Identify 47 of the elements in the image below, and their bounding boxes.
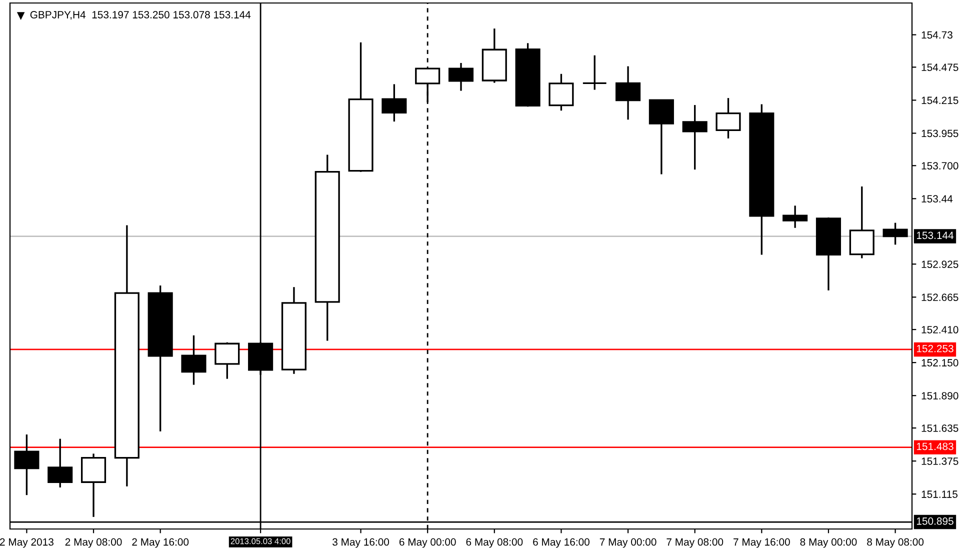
y-tick-label: 152.665 <box>922 294 958 302</box>
y-tick-label: 152.150 <box>922 359 958 366</box>
y-tick-label: 151.635 <box>922 424 958 432</box>
candlestick <box>382 83 407 122</box>
x-tick-label: 3 May 16:00 <box>332 538 390 548</box>
candlestick <box>448 62 474 92</box>
candlestick <box>14 434 40 496</box>
candlestick <box>882 222 908 246</box>
y-tick-label: 153.955 <box>922 130 958 138</box>
y-tick-label: 152.410 <box>922 326 958 334</box>
x-tick-label: 2 May 16:00 <box>132 538 189 548</box>
candlestick <box>648 99 674 176</box>
x-tick-label: 8 May 08:00 <box>867 538 924 548</box>
candlestick <box>616 65 641 120</box>
y-tick-label: 154.215 <box>922 96 958 104</box>
candlestick <box>682 104 708 170</box>
x-tick-label: 7 May 00:00 <box>600 538 656 548</box>
y-tick-label: 154.73 <box>922 31 952 39</box>
candlestick <box>849 186 874 260</box>
x-tick-label: 6 May 00:00 <box>399 538 456 548</box>
x-tick-label: 2 May 2013 <box>0 538 54 548</box>
candlestick <box>782 204 808 229</box>
y-tick-label: 153.700 <box>922 162 958 170</box>
candlestick <box>582 54 608 91</box>
x-tick-label: 8 May 00:00 <box>800 538 857 548</box>
y-tick-label: 151.115 <box>922 490 958 498</box>
candlestick <box>548 73 574 112</box>
y-tick-label: 152.925 <box>922 260 958 268</box>
ref-line-label: 153.144 <box>916 232 954 240</box>
candlestick <box>181 334 206 386</box>
y-tick-label: 151.375 <box>922 458 958 465</box>
text: GBPJPY,H4 153.197 153.250 153.078 153.144 <box>30 11 251 20</box>
ref-line-label: 150.895 <box>916 517 954 525</box>
candlestick <box>48 438 73 488</box>
x-tick-label: 2 May 08:00 <box>65 538 122 548</box>
x-tick-label: 6 May 08:00 <box>466 538 523 548</box>
x-tick-label: 7 May 08:00 <box>666 538 724 548</box>
x-tick-label: 2013.05.03 4:00 <box>230 538 290 544</box>
ref-line-label: 152.253 <box>916 344 954 352</box>
ref-line-label: 151.483 <box>916 442 954 450</box>
x-tick-label: 7 May 16:00 <box>734 538 790 548</box>
y-tick-label: 153.44 <box>922 195 953 203</box>
candlestick <box>716 97 741 140</box>
y-tick-label: 154.475 <box>922 64 958 72</box>
y-tick-label: 151.890 <box>922 392 958 400</box>
candlestick <box>214 342 240 380</box>
x-tick-label: 6 May 16:00 <box>533 538 590 548</box>
